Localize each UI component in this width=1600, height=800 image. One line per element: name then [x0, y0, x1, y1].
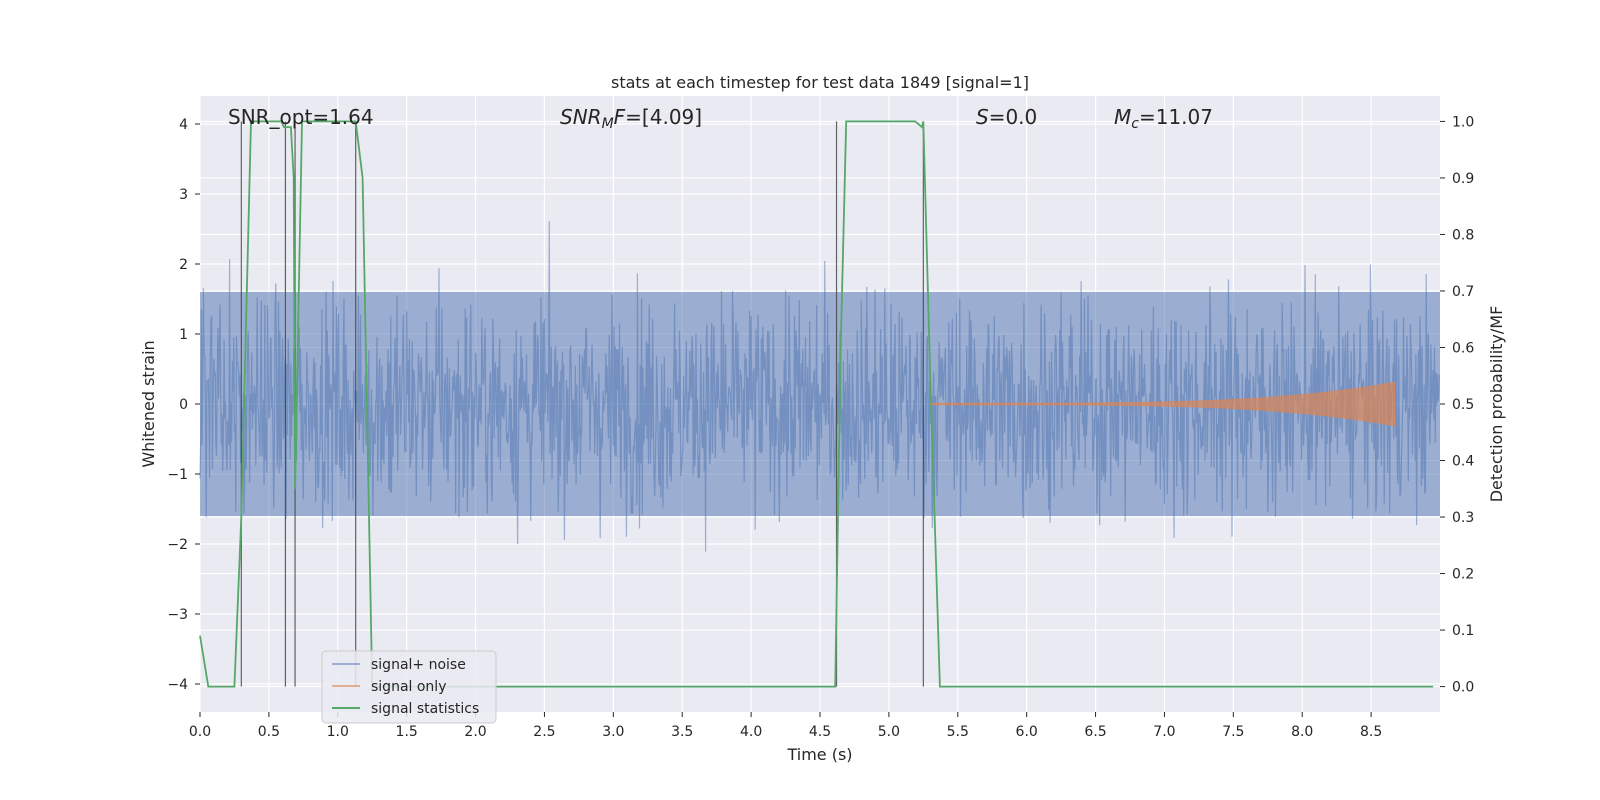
- y2-axis-label: Detection probability/MF: [1487, 306, 1506, 503]
- annotation-s: S=0.0: [976, 105, 1037, 129]
- x-tick-label: 5.0: [878, 724, 900, 740]
- x-tick-label: 8.0: [1291, 724, 1313, 740]
- x-tick-label: 3.5: [671, 724, 693, 740]
- legend-label-signal-only: signal only: [371, 679, 446, 695]
- y-tick-label: 1: [179, 327, 188, 343]
- x-tick-label: 8.5: [1360, 724, 1382, 740]
- series-signal-only: [929, 381, 1395, 427]
- x-tick-label: 0.0: [189, 724, 211, 740]
- y-tick-label: −1: [167, 467, 188, 483]
- y2-tick-label: 0.0: [1452, 680, 1474, 696]
- noise-line: [199, 220, 1440, 552]
- y2-tick-label: 0.6: [1452, 340, 1474, 356]
- x-tick-label: 1.5: [396, 724, 418, 740]
- y-axis-label: Whitened strain: [139, 340, 158, 467]
- y-tick-label: 0: [179, 397, 188, 413]
- x-tick-label: 6.5: [1084, 724, 1106, 740]
- legend-label-signal-noise: signal+ noise: [371, 657, 466, 673]
- statistics-line: [199, 120, 1434, 688]
- x-tick-label: 4.5: [809, 724, 831, 740]
- x-tick-label: 4.0: [740, 724, 762, 740]
- x-tick-label: 7.5: [1222, 724, 1244, 740]
- x-tick-label: 2.0: [464, 724, 486, 740]
- y-tick-label: −2: [167, 537, 188, 553]
- x-tick-label: 6.0: [1016, 724, 1038, 740]
- y2-tick-label: 0.9: [1452, 171, 1474, 187]
- x-tick-label: 1.0: [327, 724, 349, 740]
- x-axis-ticks: 0.0 0.5 1.0 1.5 2.0 2.5 3.0 3.5 4.0 4.5 5.0 5.5 6.0 6…: [189, 712, 1382, 740]
- y2-axis-ticks: 1.0 0.9 0.8 0.7 0.6 0.5 0.4 0.3 0.2 0.1 0.0: [1440, 114, 1474, 696]
- legend-label-signal-statistics: signal statistics: [371, 701, 479, 717]
- y-tick-label: 3: [179, 187, 188, 203]
- x-tick-label: 0.5: [258, 724, 280, 740]
- legend: signal+ noise signal only signal statist…: [321, 650, 497, 724]
- x-tick-label: 7.0: [1153, 724, 1175, 740]
- annotation-snr-opt: SNR_opt=1.64: [228, 105, 374, 129]
- y2-tick-label: 0.4: [1452, 454, 1474, 470]
- x-axis-label: Time (s): [786, 745, 852, 764]
- y2-tick-label: 0.8: [1452, 227, 1474, 243]
- x-tick-label: 5.5: [947, 724, 969, 740]
- signal-only-chirp: [929, 381, 1395, 427]
- x-tick-label: 2.5: [533, 724, 555, 740]
- y2-tick-label: 0.3: [1452, 510, 1474, 526]
- y2-tick-label: 0.2: [1452, 567, 1474, 583]
- y-axis-ticks: 4 3 2 1 0 −1 −2 −3 −4: [167, 117, 200, 693]
- y-tick-label: 4: [179, 117, 188, 133]
- x-tick-label: 3.0: [602, 724, 624, 740]
- y2-tick-label: 1.0: [1452, 114, 1474, 130]
- y-tick-label: −4: [167, 677, 188, 693]
- y2-tick-label: 0.5: [1452, 397, 1474, 413]
- legend-box: [321, 650, 497, 724]
- series-signal-statistics: [199, 120, 1434, 688]
- chart-title: stats at each timestep for test data 184…: [611, 73, 1029, 92]
- y-tick-label: 2: [179, 257, 188, 273]
- annotation-mc: Mc=11.07: [1114, 105, 1213, 132]
- y2-tick-label: 0.7: [1452, 284, 1474, 300]
- y-tick-label: −3: [167, 607, 188, 623]
- annotation-snr-mf: SNRMF=[4.09]: [560, 105, 702, 132]
- y2-tick-label: 0.1: [1452, 623, 1474, 639]
